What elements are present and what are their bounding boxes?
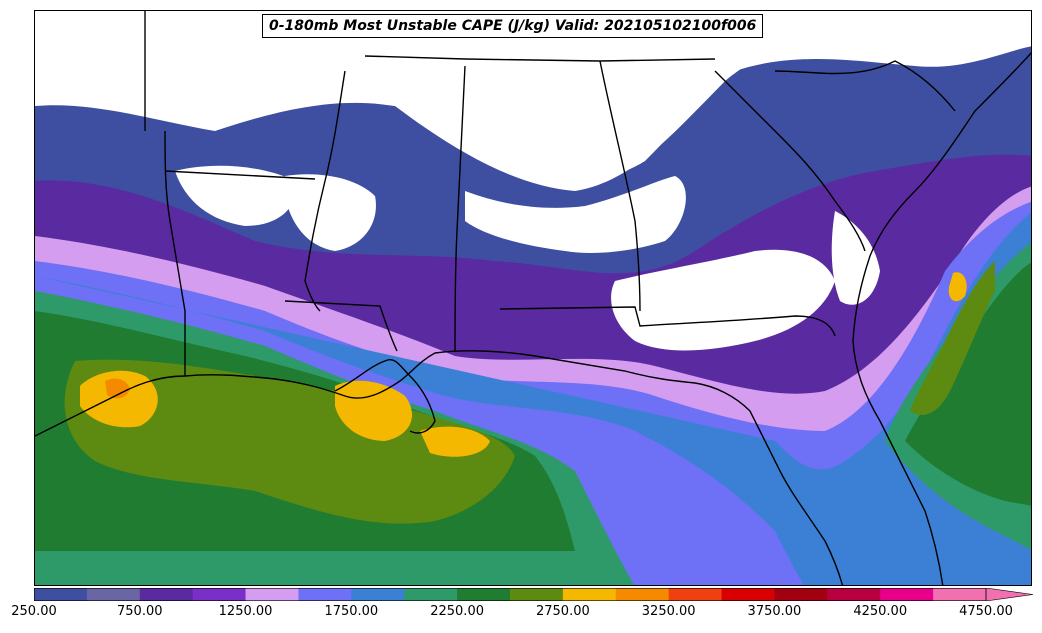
colorbar-segment <box>721 588 775 601</box>
border-georgia-sc <box>714 70 866 252</box>
colorbar-segment <box>880 588 934 601</box>
colorbar-segment <box>298 588 352 601</box>
border-nc-sc <box>774 60 956 112</box>
colorbar-segment <box>139 588 194 601</box>
border-tennessee-north <box>364 55 716 62</box>
colorbar-segment <box>457 588 511 601</box>
colorbar-segment <box>245 588 299 601</box>
colorbar-tick-label: 4750.00 <box>959 604 1013 619</box>
border-mississippi-alabama <box>454 65 466 352</box>
colorbar-tick-label: 2250.00 <box>430 604 484 619</box>
blank-mississippi <box>285 174 376 251</box>
colorbar-tick-label: 250.00 <box>11 604 57 619</box>
blank-georgia-south <box>611 249 835 351</box>
cape-contour-3000 <box>105 378 130 399</box>
cape-contour-2750-d <box>948 272 967 302</box>
coastline-atlantic <box>852 52 1031 585</box>
border-arkansas-louisiana <box>164 170 316 180</box>
colorbar-tick-label: 1750.00 <box>324 604 379 619</box>
cape-field <box>35 46 1031 585</box>
boundaries <box>35 11 1031 585</box>
cape-contour-2750-c <box>420 426 490 457</box>
colorbar-segment <box>404 588 458 601</box>
colorbar <box>34 588 1034 601</box>
cape-contour-1750 <box>35 212 1031 585</box>
colorbar-segment <box>615 588 670 601</box>
border-louisiana-mississippi <box>284 300 398 352</box>
colorbar-segment <box>510 588 564 601</box>
map-title: 0-180mb Most Unstable CAPE (J/kg) Valid:… <box>262 14 764 38</box>
colorbar-segment <box>774 588 828 601</box>
blank-north <box>35 11 1031 178</box>
coastline-gulf <box>35 350 844 585</box>
colorbar-tick-labels: 250.00 750.00 1250.00 1750.00 2250.00 2750.00… <box>0 604 1042 624</box>
cape-map <box>35 11 1031 585</box>
colorbar-tick-label: 2750.00 <box>535 604 590 619</box>
colorbar-segment <box>827 588 881 601</box>
colorbar-segment <box>668 588 723 601</box>
blank-arkansas <box>175 165 296 226</box>
colorbar-segment <box>34 588 88 601</box>
colorbar-segment <box>562 588 617 601</box>
colorbar-tick-label: 4250.00 <box>853 604 908 619</box>
border-alabama-florida <box>499 306 836 337</box>
colorbar-segment <box>86 588 141 601</box>
colorbar-tick-label: 3750.00 <box>747 604 802 619</box>
border-texas-louisiana <box>164 130 186 376</box>
border-mississippi-river <box>304 70 346 312</box>
cape-contour-2500-east <box>910 261 995 415</box>
colorbar-tick-label: 3250.00 <box>641 604 696 619</box>
colorbar-segment <box>933 588 987 601</box>
colorbar-tick-label: 1250.00 <box>218 604 273 619</box>
colorbar-tick-label: 750.00 <box>117 604 163 619</box>
blank-alabama <box>465 176 686 253</box>
cape-contour-2250-east <box>905 262 1031 506</box>
no-cape-areas <box>35 11 1031 351</box>
colorbar-extend-arrow <box>985 588 1034 601</box>
colorbar-segment <box>351 588 405 601</box>
blank-sc <box>831 211 880 305</box>
colorbar-segment <box>192 588 247 601</box>
border-alabama-georgia <box>599 60 641 312</box>
map-panel <box>34 10 1032 586</box>
cape-contour-2500 <box>64 359 515 524</box>
colorbar-outline <box>34 588 987 601</box>
cape-contour-2750-b <box>335 380 413 441</box>
coastline-delta <box>334 359 436 434</box>
